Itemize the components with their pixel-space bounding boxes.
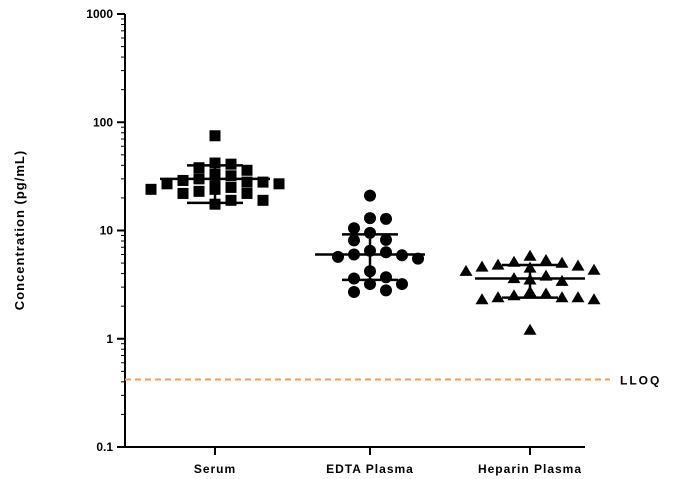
edta-plasma-point bbox=[380, 284, 392, 297]
serum-point bbox=[257, 176, 269, 188]
heparin-plasma-point bbox=[539, 287, 553, 299]
heparin-plasma-point bbox=[539, 253, 553, 265]
serum-point bbox=[273, 178, 285, 190]
edta-plasma-point bbox=[348, 286, 360, 299]
serum-point bbox=[209, 198, 221, 210]
serum-point bbox=[145, 183, 157, 195]
lloq-label: LLOQ bbox=[620, 374, 661, 388]
heparin-plasma-point bbox=[587, 293, 601, 305]
heparin-plasma-point bbox=[587, 263, 601, 275]
y-tick-label: 1 bbox=[106, 332, 113, 346]
serum-point bbox=[209, 130, 221, 142]
serum-point bbox=[225, 170, 237, 182]
heparin-plasma-point bbox=[459, 264, 473, 276]
y-tick-label: 10 bbox=[100, 224, 114, 238]
serum-point bbox=[241, 187, 253, 199]
serum-point bbox=[193, 185, 205, 197]
x-axis: Serum EDTA Plasma Heparin Plasma bbox=[125, 446, 585, 476]
edta-plasma-point bbox=[364, 189, 376, 202]
x-category-label: EDTA Plasma bbox=[326, 462, 414, 476]
heparin-plasma-point bbox=[555, 291, 569, 303]
serum-point bbox=[241, 176, 253, 188]
y-axis-title: Concentration (pg/mL) bbox=[12, 150, 27, 310]
heparin-plasma-point bbox=[523, 323, 537, 335]
heparin-plasma-point bbox=[555, 274, 569, 286]
data-points bbox=[145, 130, 601, 335]
serum-point bbox=[177, 187, 189, 199]
heparin-plasma-point bbox=[571, 291, 585, 303]
serum-point bbox=[257, 194, 269, 206]
mean-sd-bars bbox=[160, 164, 585, 299]
heparin-plasma-point bbox=[555, 256, 569, 268]
edta-plasma-point bbox=[332, 250, 344, 263]
x-category-label: Serum bbox=[194, 462, 236, 476]
edta-plasma-point bbox=[380, 212, 392, 225]
serum-point bbox=[209, 157, 221, 169]
edta-plasma-point bbox=[380, 233, 392, 246]
edta-plasma-point bbox=[348, 272, 360, 285]
heparin-plasma-point bbox=[475, 260, 489, 272]
edta-plasma-point bbox=[348, 222, 360, 235]
y-axis: 0.1 1 10 100 1000 bbox=[86, 7, 126, 454]
x-category-label: Heparin Plasma bbox=[478, 462, 582, 476]
serum-point bbox=[241, 164, 253, 176]
heparin-plasma-point bbox=[523, 249, 537, 261]
y-tick-label: 0.1 bbox=[96, 440, 113, 454]
edta-plasma-point bbox=[364, 212, 376, 225]
edta-plasma-point bbox=[396, 278, 408, 291]
serum-point bbox=[225, 194, 237, 206]
edta-plasma-point bbox=[348, 234, 360, 247]
serum-point bbox=[193, 162, 205, 174]
y-tick-label: 100 bbox=[93, 115, 113, 129]
heparin-plasma-point bbox=[571, 259, 585, 271]
serum-point bbox=[177, 174, 189, 186]
heparin-plasma-point bbox=[475, 293, 489, 305]
y-tick-label: 1000 bbox=[86, 7, 113, 21]
serum-point bbox=[161, 178, 173, 190]
heparin-plasma-point bbox=[491, 291, 505, 303]
heparin-plasma-point bbox=[491, 258, 505, 270]
edta-plasma-point bbox=[380, 246, 392, 259]
edta-plasma-point bbox=[380, 271, 392, 284]
serum-point bbox=[225, 181, 237, 193]
edta-plasma-point bbox=[364, 226, 376, 239]
